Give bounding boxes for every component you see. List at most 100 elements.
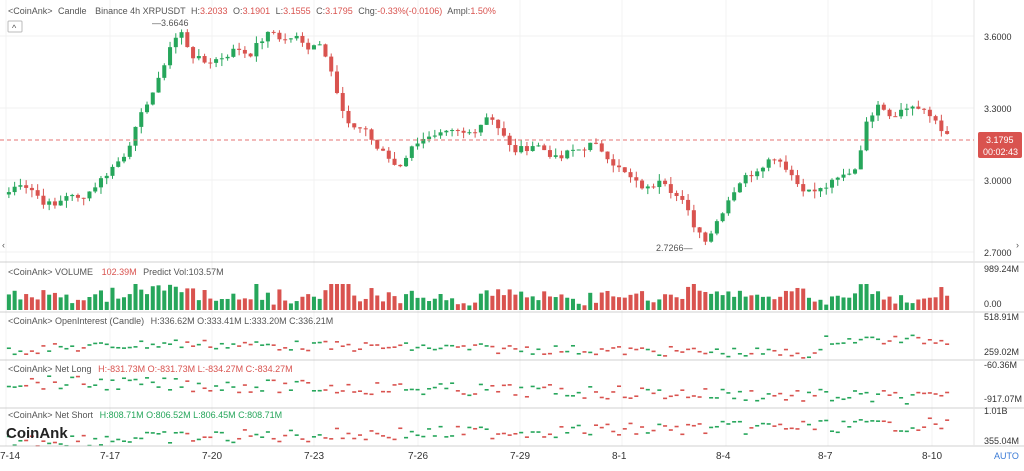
volume-bar [352,295,357,310]
candle-body [674,192,679,197]
candle-body [634,177,639,181]
net-short-mark [242,429,247,431]
net-long-mark [231,386,236,388]
candle-body [743,175,748,184]
candle-body [29,187,34,191]
collapse-legend-button[interactable]: ^ [7,20,23,33]
net-long-mark [237,391,242,394]
candle-body [173,37,178,48]
net-short-mark [185,432,190,435]
net-long-mark [588,386,593,388]
candle-body [640,180,645,189]
net-long-mark [196,382,201,385]
net-long-mark [12,386,17,388]
candle-body [478,124,483,133]
oi-mark [772,349,777,352]
volume-bar [81,300,86,310]
candle-body [565,150,570,159]
oi-mark [749,352,754,355]
net-short-mark [116,438,121,441]
candle-body [536,145,541,147]
oi-axis-top: 518.91M [984,312,1019,322]
volume-bar [357,301,363,310]
net-long-mark [582,397,587,399]
scroll-left-icon[interactable]: ‹ [2,240,5,250]
net-long-mark [743,399,748,401]
net-long-axis-bottom: -917.07M [984,394,1022,404]
oi-mark [887,340,892,342]
volume-bar [507,289,512,310]
net-long-mark [58,387,63,390]
volume-bar [334,284,339,310]
candle-body [939,120,944,132]
oi-mark [634,348,639,351]
oi-mark [369,344,374,346]
candle-body [812,189,817,192]
net-short-mark [363,438,368,441]
net-short-mark [599,426,604,429]
price-candles [6,29,950,246]
volume-bar [311,296,316,310]
net-long-mark [179,386,184,388]
scroll-right-icon[interactable]: › [1016,240,1019,250]
oi-mark [432,348,437,351]
net-short-mark [588,433,593,436]
oi-mark [663,355,668,357]
candle-body [847,173,852,175]
net-long-mark [271,379,276,382]
candle-body [870,115,875,122]
net-long-mark [254,386,259,389]
net-long-mark [899,397,904,399]
candle-body [432,135,437,137]
volume-bar [691,284,696,310]
net-short-mark [720,420,725,423]
oi-mark [219,342,224,345]
candle-body [611,159,616,166]
volume-bar [806,297,811,310]
net-short-mark [202,436,207,438]
candle-body [64,196,69,201]
net-short-mark [52,441,57,444]
volume-bar [317,298,322,310]
net-long-mark [726,392,731,394]
net-short-axis-top: 1.01B [984,406,1008,416]
net-long-mark [392,384,397,386]
net-short-mark [501,432,506,435]
oi-mark [35,352,40,355]
net-short-mark [686,423,691,426]
net-long-mark [334,391,339,394]
volume-bar [933,297,938,310]
oi-mark [645,348,650,351]
volume-bar [12,290,17,310]
net-long-mark [795,390,800,392]
net-short-mark [421,435,426,438]
oi-mark [651,350,656,353]
candle-body [680,196,685,200]
date-tick-label: 7-20 [202,451,222,462]
volume-bar [605,290,610,310]
candle-body [663,180,668,185]
net-short-mark [795,428,800,430]
volume-bar [893,303,898,310]
volume-bar [294,301,299,310]
volume-bar [271,304,276,310]
volume-bar [237,299,242,310]
net-short-mark [806,423,811,426]
candle-body [116,161,121,167]
net-short-mark [576,424,581,427]
volume-bar [277,289,282,310]
candle-body [703,232,708,242]
net-short-mark [605,423,610,426]
candle-body [404,157,409,167]
oi-mark [421,344,426,347]
oi-mark [52,343,57,345]
auto-scale-button[interactable]: AUTO [994,451,1019,461]
volume-bar [47,294,52,310]
volume-bar [139,289,144,310]
candle-body [542,145,547,151]
oi-mark [916,336,921,339]
time-axis[interactable]: 7-14 7-17 7-20 7-23 7-26 7-29 8-1 8-4 8-7 8-10 [0,451,942,462]
net-short-mark [680,433,685,436]
candle-body [444,130,449,133]
